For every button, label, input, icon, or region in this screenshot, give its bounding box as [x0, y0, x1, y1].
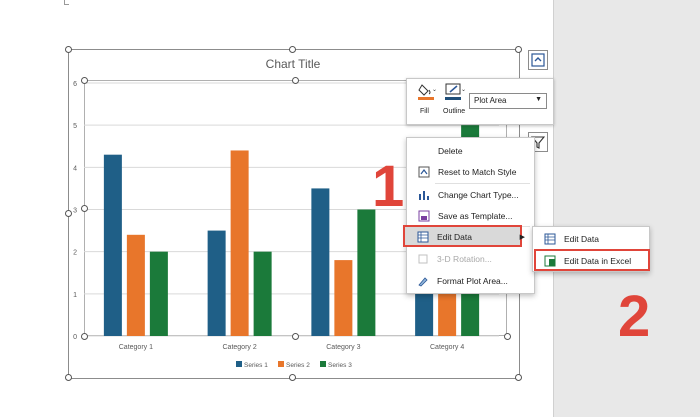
chart-element-dropdown[interactable]: Plot Area ▼ — [469, 93, 547, 109]
y-tick-label: 4 — [73, 165, 77, 172]
chart-resize-handle[interactable] — [515, 374, 522, 381]
outline-label: Outline — [443, 108, 466, 115]
legend-label: Series 2 — [286, 362, 310, 369]
menu-item-label: Reset to Match Style — [438, 166, 517, 177]
x-tick-label: Category 2 — [223, 344, 257, 351]
bar[interactable] — [311, 188, 330, 336]
chart-resize-handle[interactable] — [515, 46, 522, 53]
bar[interactable] — [149, 251, 168, 336]
legend-label: Series 3 — [328, 362, 352, 369]
menu-item-change-chart-type[interactable]: Change Chart Type... — [409, 184, 532, 205]
edit-data-in-excel-highlight — [534, 249, 650, 271]
reset-style-icon — [417, 165, 431, 179]
chart-title[interactable]: Chart Title — [265, 57, 321, 71]
bar[interactable] — [357, 209, 376, 337]
outline-color-swatch — [445, 97, 461, 100]
fill-label: Fill — [420, 108, 429, 115]
bar[interactable] — [253, 251, 272, 336]
mini-toolbar: ⌄ Fill ⌄ Outline Plot Area ▼ — [406, 78, 554, 125]
legend-swatch — [320, 361, 326, 367]
x-tick-label: Category 1 — [119, 344, 153, 351]
y-tick-label: 5 — [73, 123, 77, 130]
y-tick-label: 0 — [73, 334, 77, 341]
fill-button[interactable]: ⌄ — [417, 82, 439, 102]
chart-resize-handle[interactable] — [65, 210, 72, 217]
menu-item-save-template[interactable]: Save as Template... — [409, 205, 532, 226]
dropdown-arrow-icon: ▼ — [535, 96, 542, 103]
chart-elements-icon — [531, 53, 545, 67]
menu-item-label: Edit Data — [564, 233, 599, 244]
page-corner-marker — [64, 0, 69, 5]
x-tick-label: Category 4 — [430, 344, 464, 351]
menu-item-label: Change Chart Type... — [438, 189, 519, 200]
y-tick-label: 1 — [73, 292, 77, 299]
menu-item-label: Delete — [438, 145, 463, 156]
y-tick-label: 3 — [73, 208, 77, 215]
chart-element-value: Plot Area — [474, 96, 507, 105]
delete-icon — [417, 144, 431, 158]
filter-icon — [531, 136, 545, 149]
plot-resize-handle[interactable] — [504, 333, 511, 340]
chart-type-icon — [417, 188, 431, 202]
svg-text:⌄: ⌄ — [461, 87, 466, 93]
plot-resize-handle[interactable] — [292, 333, 299, 340]
x-tick-label: Category 3 — [326, 344, 360, 351]
y-tick-label: 2 — [73, 250, 77, 257]
chart-resize-handle[interactable] — [289, 46, 296, 53]
save-template-icon — [417, 209, 431, 223]
context-menu: Delete Reset to Match Style Change Chart… — [406, 137, 535, 294]
submenu-item-edit-data-in-excel[interactable]: Edit Data in Excel — [535, 250, 647, 271]
step-1-label: 1 — [372, 154, 405, 219]
pen-outline-icon: ⌄ — [445, 83, 466, 100]
menu-item-delete[interactable]: Delete — [409, 140, 532, 161]
chart-resize-handle[interactable] — [65, 374, 72, 381]
excel-icon — [543, 254, 557, 268]
bar[interactable] — [207, 230, 226, 336]
chart-resize-handle[interactable] — [289, 374, 296, 381]
edit-data-icon — [543, 232, 557, 246]
outline-button[interactable]: ⌄ — [444, 82, 468, 102]
menu-item-reset-style[interactable]: Reset to Match Style — [409, 161, 532, 182]
menu-item-label: Edit Data in Excel — [564, 255, 632, 266]
bar[interactable] — [103, 154, 122, 336]
plot-resize-handle[interactable] — [292, 77, 299, 84]
bar[interactable] — [126, 234, 145, 336]
legend-swatch — [236, 361, 242, 367]
svg-text:⌄: ⌄ — [432, 87, 437, 93]
step-2-label: 2 — [618, 284, 651, 349]
submenu-item-edit-data[interactable]: Edit Data — [535, 228, 647, 249]
edit-data-highlight — [403, 225, 522, 247]
bar[interactable] — [334, 260, 353, 336]
chart-resize-handle[interactable] — [65, 46, 72, 53]
legend-swatch — [278, 361, 284, 367]
legend-label: Series 1 — [244, 362, 268, 369]
chart-elements-button[interactable] — [528, 50, 548, 70]
plot-resize-handle[interactable] — [81, 205, 88, 212]
plot-resize-handle[interactable] — [81, 77, 88, 84]
menu-item-label: Save as Template... — [438, 210, 513, 221]
y-tick-label: 6 — [73, 81, 77, 88]
paint-bucket-icon: ⌄ — [418, 84, 437, 100]
bar[interactable] — [230, 150, 249, 336]
fill-color-swatch — [418, 97, 434, 100]
plot-resize-handle[interactable] — [81, 333, 88, 340]
menu-separator — [435, 183, 530, 184]
